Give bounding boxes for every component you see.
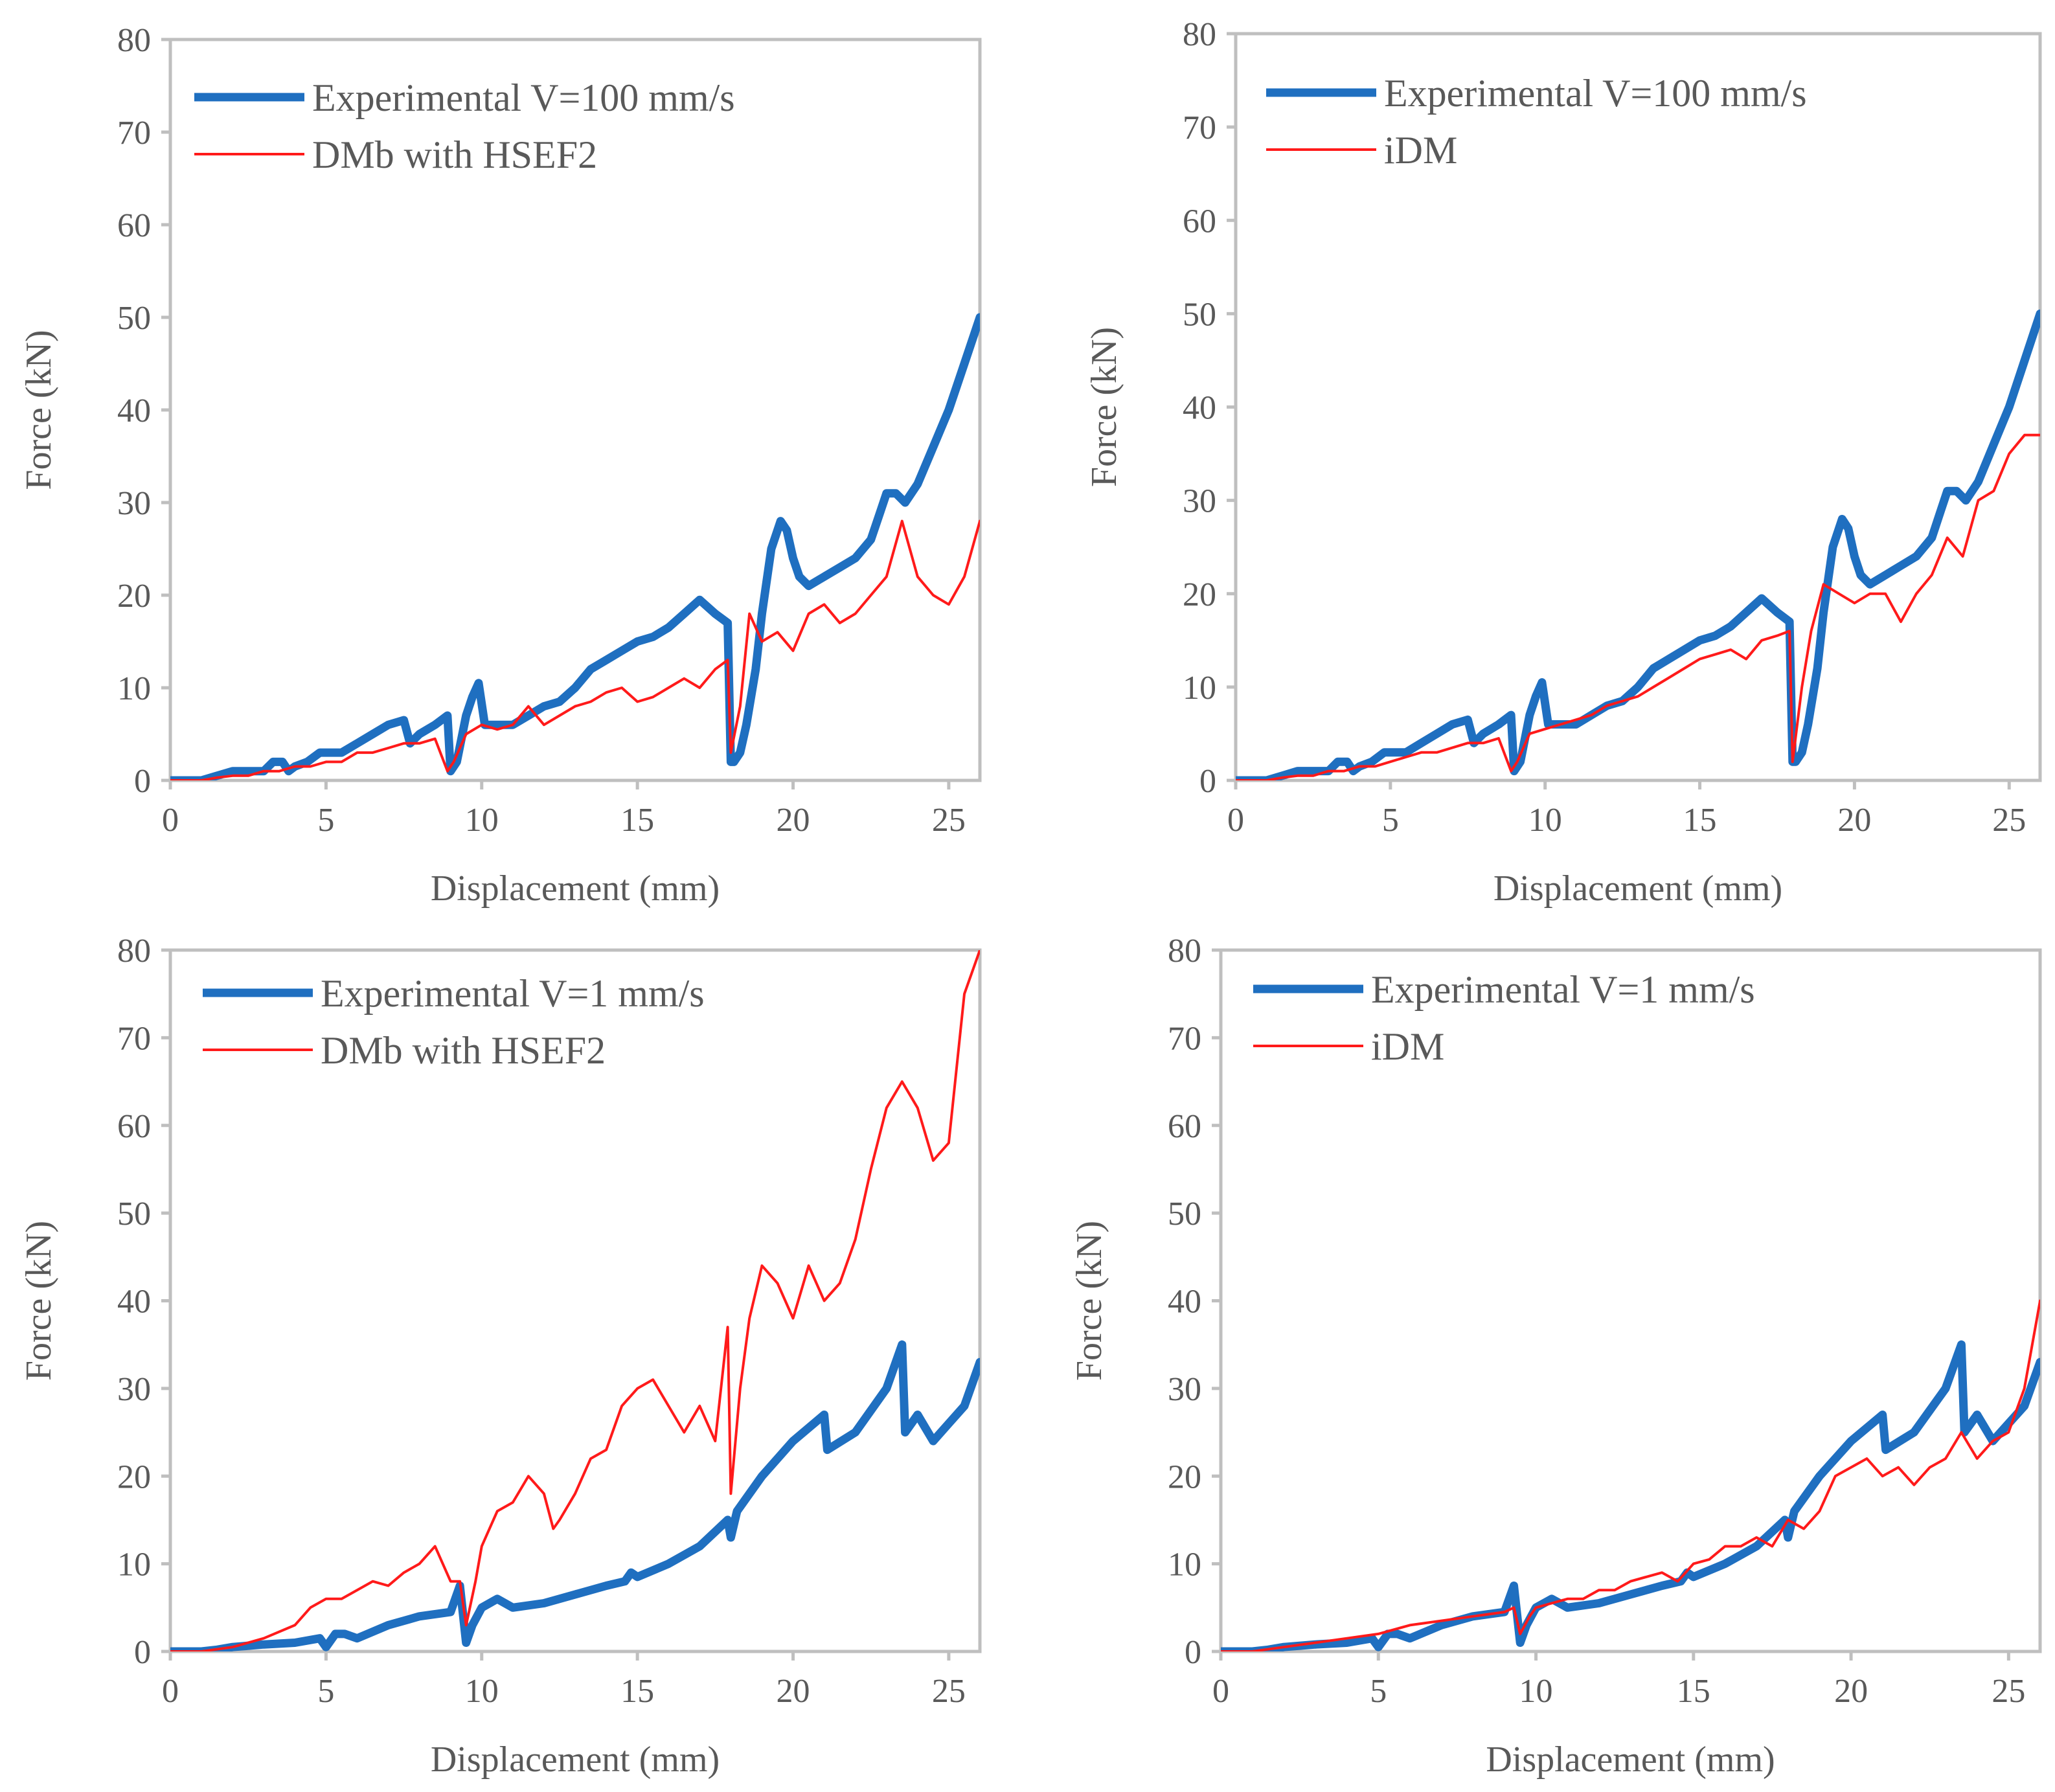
x-tick-label: 20 (1837, 802, 1871, 839)
x-axis-label: Displacement (mm) (1486, 1740, 1775, 1780)
y-tick-label: 20 (1183, 576, 1216, 613)
y-tick-label: 0 (134, 1634, 151, 1671)
x-tick-label: 0 (162, 1673, 179, 1710)
x-tick-label: 15 (620, 1673, 654, 1710)
x-axis-label: Displacement (mm) (431, 1740, 720, 1780)
y-axis-label: Force (kN) (1069, 1221, 1109, 1381)
x-tick-label: 25 (1992, 1673, 2025, 1710)
chart-panel-top-left: 0 10 20 30 40 50 60 70 80 0 5 10 15 20 25 Displacement … (19, 22, 982, 909)
y-tick-label: 30 (1183, 483, 1216, 520)
y-tick-label: 80 (117, 933, 151, 970)
y-tick-label: 60 (117, 1108, 151, 1145)
y-tick-label: 10 (1168, 1547, 1201, 1583)
y-tick-label: 80 (1183, 16, 1216, 53)
x-tick-label: 20 (777, 1673, 810, 1710)
series-line-experimental (1221, 1340, 2040, 1651)
chart-panel-bottom-right: 0 10 20 30 40 50 60 70 80 0 5 10 15 20 25 Displacement … (1069, 933, 2042, 1780)
x-tick-label: 20 (777, 802, 810, 839)
legend-label: Experimental V=100 mm/s (312, 76, 735, 119)
y-tick-label: 60 (1168, 1108, 1201, 1145)
chart-panel-bottom-left: 0 10 20 30 40 50 60 70 80 0 5 10 15 20 25 Displacement … (19, 933, 982, 1780)
y-tick-label: 70 (117, 1020, 151, 1057)
legend-label: Experimental V=1 mm/s (321, 972, 705, 1015)
y-tick-label: 70 (1168, 1020, 1201, 1057)
y-tick-label: 30 (117, 485, 151, 522)
y-tick-label: 60 (117, 207, 151, 244)
x-tick-label: 10 (465, 802, 499, 839)
y-tick-label: 80 (117, 22, 151, 59)
x-tick-label: 15 (1677, 1673, 1710, 1710)
y-axis-label: Force (kN) (19, 330, 59, 490)
legend-label: iDM (1371, 1025, 1444, 1068)
x-tick-label: 5 (317, 1673, 334, 1710)
series-line-simulation (170, 950, 980, 1651)
y-tick-label: 10 (1183, 670, 1216, 707)
y-tick-label: 70 (117, 115, 151, 152)
x-tick-label: 20 (1834, 1673, 1868, 1710)
y-axis-label: Force (kN) (19, 1221, 59, 1381)
x-axis-label: Displacement (mm) (431, 868, 720, 909)
y-tick-label: 70 (1183, 109, 1216, 146)
x-axis-label: Displacement (mm) (1493, 868, 1782, 909)
legend-label: Experimental V=1 mm/s (1371, 968, 1755, 1011)
y-tick-label: 0 (1199, 763, 1216, 800)
y-tick-label: 50 (117, 1196, 151, 1232)
legend-label: DMb with HSEF2 (312, 133, 597, 176)
series-line-experimental (170, 1340, 980, 1651)
x-tick-label: 0 (162, 802, 179, 839)
y-tick-label: 40 (117, 1284, 151, 1321)
x-tick-label: 10 (465, 1673, 499, 1710)
x-tick-label: 25 (932, 802, 966, 839)
y-tick-label: 60 (1183, 203, 1216, 240)
chart-panel-top-right: 0 10 20 30 40 50 60 70 80 0 5 10 15 20 25 Displacement … (1084, 16, 2042, 909)
x-tick-label: 10 (1519, 1673, 1553, 1710)
y-tick-label: 30 (117, 1371, 151, 1408)
x-tick-label: 5 (317, 802, 334, 839)
x-tick-label: 15 (1683, 802, 1717, 839)
y-tick-label: 40 (1168, 1284, 1201, 1321)
y-tick-label: 10 (117, 1547, 151, 1583)
y-tick-label: 20 (117, 578, 151, 615)
series-line-experimental (170, 313, 980, 780)
series-line-simulation (1236, 433, 2040, 780)
y-tick-label: 0 (134, 763, 151, 800)
x-tick-label: 25 (1992, 802, 2026, 839)
y-tick-label: 40 (117, 392, 151, 429)
y-tick-label: 50 (1183, 296, 1216, 333)
x-tick-label: 0 (1212, 1673, 1229, 1710)
x-tick-label: 5 (1370, 1673, 1387, 1710)
y-tick-label: 10 (117, 670, 151, 707)
x-tick-label: 25 (932, 1673, 966, 1710)
series-line-simulation (1221, 1299, 2040, 1651)
y-tick-label: 0 (1185, 1634, 1201, 1671)
legend-label: Experimental V=100 mm/s (1384, 72, 1807, 115)
x-tick-label: 0 (1227, 802, 1244, 839)
y-tick-label: 40 (1183, 390, 1216, 427)
y-tick-label: 50 (117, 300, 151, 337)
x-tick-label: 10 (1528, 802, 1562, 839)
y-tick-label: 80 (1168, 933, 1201, 970)
y-tick-label: 50 (1168, 1196, 1201, 1232)
y-tick-label: 20 (1168, 1458, 1201, 1495)
series-line-experimental (1236, 309, 2040, 780)
y-tick-label: 30 (1168, 1371, 1201, 1408)
legend-label: iDM (1384, 129, 1457, 172)
legend-label: DMb with HSEF2 (321, 1029, 606, 1072)
plot-frame (1219, 948, 2042, 1653)
y-axis-label: Force (kN) (1084, 327, 1124, 487)
y-tick-label: 20 (117, 1458, 151, 1495)
x-tick-label: 5 (1382, 802, 1399, 839)
plot-frame (1234, 32, 2042, 782)
series-line-simulation (170, 519, 980, 780)
x-tick-label: 15 (620, 802, 654, 839)
